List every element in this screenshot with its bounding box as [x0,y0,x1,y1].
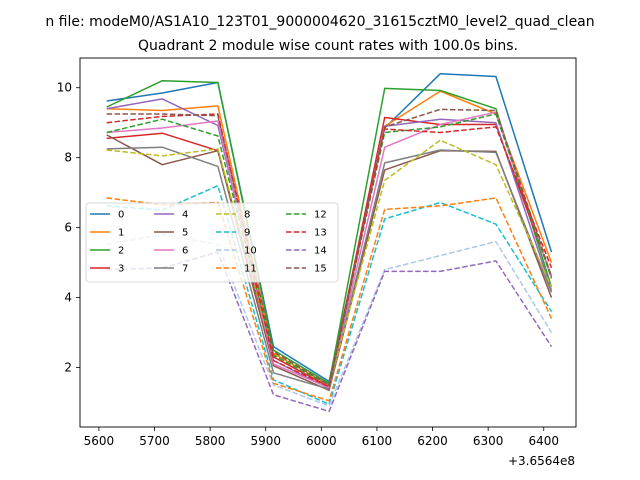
y-tick-label: 2 [64,361,72,375]
legend-label-11: 11 [244,264,257,275]
y-tick-label: 4 [64,291,72,305]
legend-label-15: 15 [314,264,327,275]
legend-label-10: 10 [244,246,257,257]
series-line-9 [106,184,553,406]
x-tick-label: 5600 [84,434,115,448]
series-line-15 [106,108,553,386]
x-tick-label: 6100 [362,434,393,448]
legend-label-12: 12 [314,210,327,221]
x-offset-label: +3.6564e8 [508,454,575,468]
x-tick-label: 5800 [195,434,226,448]
y-tick-label: 10 [57,81,72,95]
plot-frame [79,57,577,428]
legend-label-0: 0 [118,210,124,221]
x-tick-label: 6400 [528,434,559,448]
legend-label-14: 14 [314,246,327,257]
chart-title: Quadrant 2 module wise count rates with … [138,38,518,54]
legend-label-13: 13 [314,228,327,239]
series-line-13 [106,113,553,388]
figure-suptitle: n file: modeM0/AS1A10_123T01_9000004620_… [45,14,594,30]
legend-box [85,202,339,283]
x-tick-label: 5900 [250,434,281,448]
legend-label-3: 3 [118,264,124,275]
x-tick-label: 5700 [139,434,170,448]
legend-label-8: 8 [244,210,250,221]
legend-label-4: 4 [182,210,188,221]
x-tick-label: 6300 [473,434,504,448]
legend-label-1: 1 [118,228,124,239]
legend-label-5: 5 [182,228,188,239]
legend-label-7: 7 [182,264,188,275]
legend-label-9: 9 [244,228,250,239]
x-tick-label: 6000 [306,434,337,448]
y-tick-label: 8 [64,151,72,165]
x-axis: 5600 5700 5800 5900 6000 6100 6200 6300 6400 [84,427,559,448]
y-tick-label: 6 [64,221,72,235]
x-tick-label: 6200 [417,434,448,448]
y-axis: 2 4 6 8 10 [57,81,80,375]
legend-label-6: 6 [182,246,188,257]
legend-label-2: 2 [118,246,124,257]
